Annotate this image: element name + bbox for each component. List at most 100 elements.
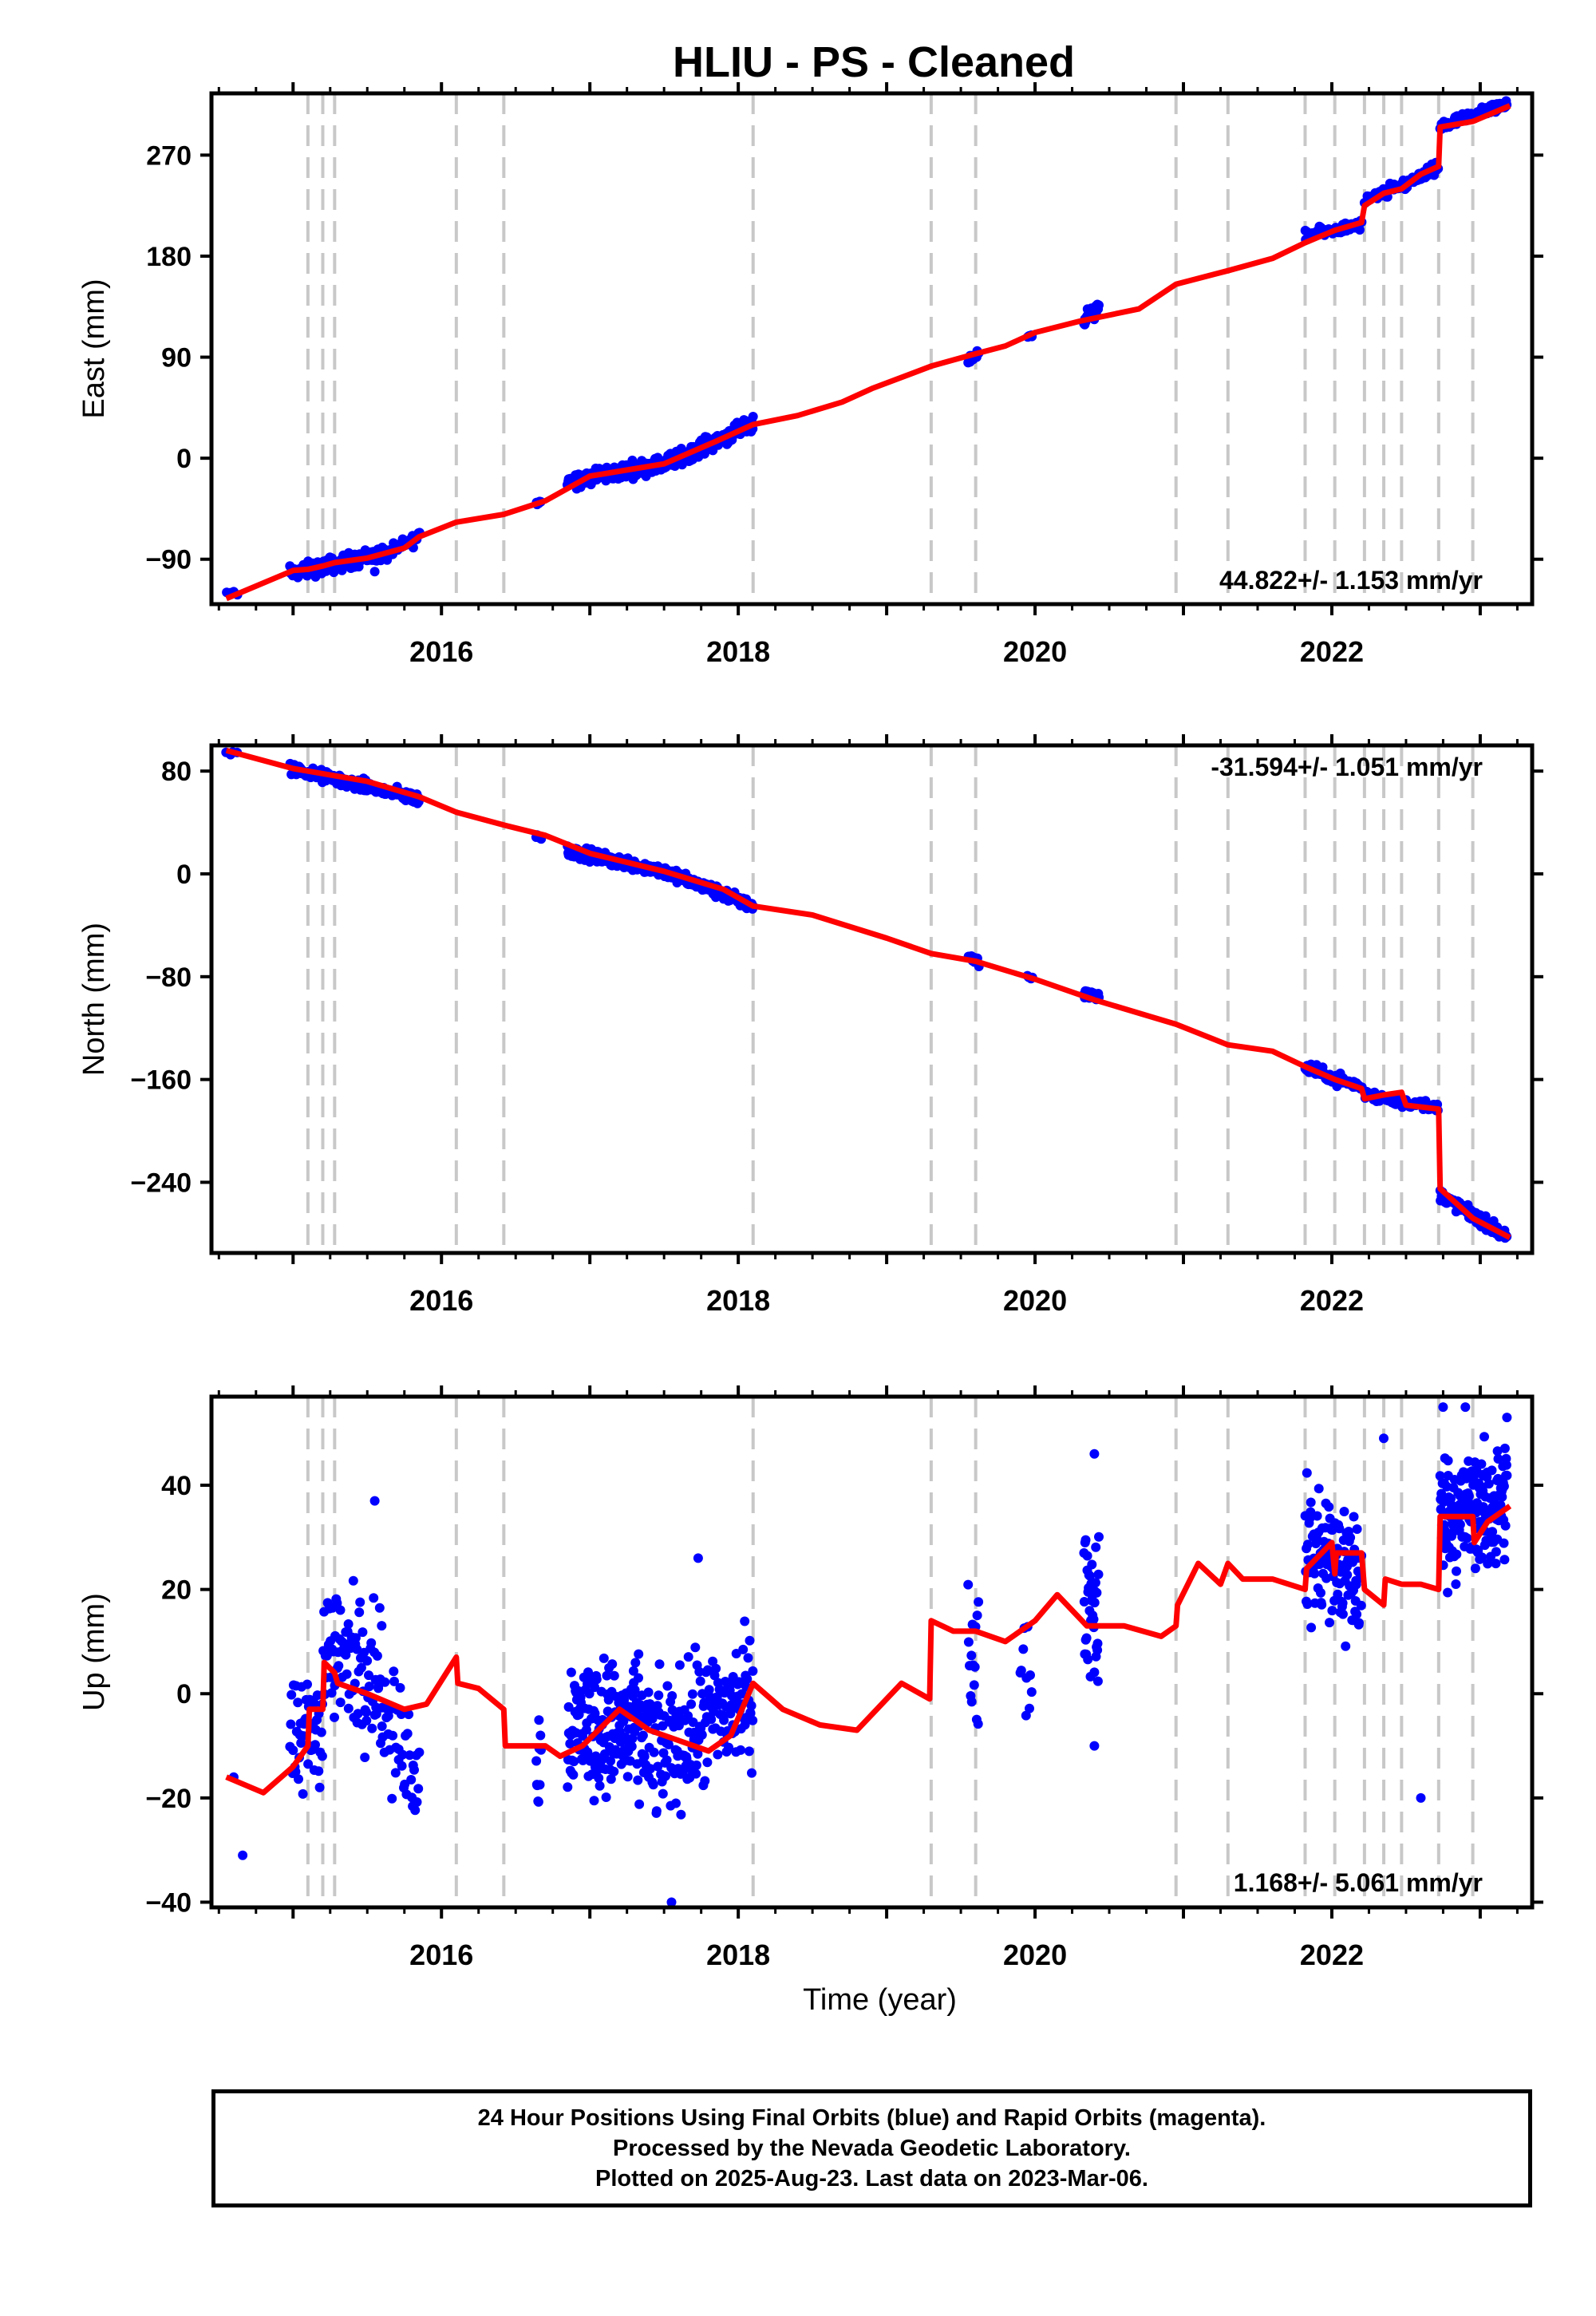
data-point [1090, 1578, 1100, 1588]
data-point [1462, 1533, 1472, 1543]
data-point [1500, 1520, 1511, 1531]
data-point [634, 1673, 643, 1683]
data-point [744, 1746, 754, 1757]
data-point [687, 1689, 697, 1699]
data-point [1352, 1609, 1362, 1619]
data-point [1341, 1641, 1351, 1651]
data-point [343, 1703, 354, 1713]
data-point [966, 1650, 977, 1661]
data-point [1302, 1468, 1312, 1478]
data-point [367, 1723, 377, 1733]
data-point [361, 1707, 371, 1717]
x-tick-label: 2018 [706, 1939, 770, 1971]
data-point [534, 1715, 544, 1725]
data-point [1352, 1524, 1362, 1534]
y-axis-label: East (mm) [77, 279, 111, 418]
data-point [1316, 1587, 1325, 1598]
data-point [1025, 1670, 1035, 1680]
rate-label: 1.168+/- 5.061 mm/yr [1234, 1868, 1483, 1897]
data-point-outlier [1460, 1402, 1471, 1413]
data-point [599, 1749, 610, 1759]
data-point [963, 1637, 974, 1647]
data-point [704, 1685, 714, 1695]
data-point [1477, 1552, 1487, 1563]
panel-up: −40 −20 0 20 40 2016 2018 2020 2022 Up (mm) 1.168+… [77, 1385, 1543, 2017]
data-point [1470, 1563, 1480, 1574]
data-point [1354, 1618, 1364, 1628]
data-point [1306, 1622, 1317, 1633]
data-point [335, 1605, 346, 1615]
data-point [1451, 1579, 1461, 1589]
data-point [583, 1667, 593, 1678]
data-point [706, 1714, 717, 1725]
data-point [1312, 1511, 1322, 1521]
plot-frame [209, 743, 1535, 1255]
data-point [364, 1682, 374, 1692]
data-point [661, 1771, 670, 1781]
data-point [745, 1708, 756, 1718]
data-point [606, 1756, 616, 1766]
data-point [649, 1747, 659, 1757]
data-point [1314, 1484, 1324, 1494]
x-tick-label: 2018 [706, 1284, 770, 1317]
data-point [683, 1711, 693, 1721]
data-point [1337, 1598, 1348, 1608]
data-point [1018, 1644, 1029, 1654]
data-point [966, 1697, 977, 1707]
data-point [1349, 1512, 1359, 1522]
figure-title: HLIU - PS - Cleaned [673, 38, 1075, 86]
data-point [1079, 1597, 1089, 1607]
y-tick-label: 0 [176, 1679, 192, 1709]
data-point [404, 1709, 414, 1720]
data-point [654, 1690, 664, 1701]
data-point [591, 1674, 602, 1685]
data-point [654, 1659, 665, 1670]
data-point [1487, 1527, 1498, 1537]
data-point [1334, 1524, 1345, 1534]
plot-frame [209, 91, 1535, 607]
data-point [326, 1688, 337, 1698]
data-point [1092, 1587, 1102, 1598]
data-point [1356, 1600, 1366, 1611]
data-point [662, 1681, 673, 1691]
caption-line-3: Plotted on 2025-Aug-23. Last data on 202… [595, 2166, 1148, 2192]
data-point [747, 1768, 757, 1778]
data-point [1327, 1606, 1337, 1616]
data-point [369, 1593, 379, 1603]
data-point [748, 1715, 758, 1725]
data-point [1436, 1488, 1447, 1499]
panel-east: −90 0 90 180 270 2016 2018 2020 2022 East (mm) 44.… [77, 82, 1543, 668]
data-point [748, 1666, 758, 1676]
data-point [397, 1749, 408, 1760]
data-point [342, 1669, 352, 1679]
data-point [595, 1780, 605, 1791]
data-point [402, 1729, 413, 1739]
data-point [1081, 1633, 1092, 1643]
data-point [409, 1765, 419, 1775]
data-point [356, 1662, 366, 1673]
data-point [634, 1799, 645, 1809]
data-point [1491, 1547, 1501, 1557]
data-point [1317, 1599, 1327, 1610]
data-point [335, 1697, 346, 1708]
data-point [628, 1666, 638, 1676]
data-point [389, 1676, 399, 1686]
y-tick-label: 40 [161, 1471, 192, 1501]
data-point [390, 1768, 401, 1778]
data-point-outlier [1379, 1433, 1389, 1444]
data-point [609, 1670, 619, 1681]
data-point-outlier [1089, 1448, 1100, 1459]
data-point [598, 1653, 609, 1663]
data-point [1443, 1456, 1453, 1466]
data-point [607, 1659, 618, 1670]
data-point [634, 1649, 644, 1659]
data-points [221, 747, 1512, 1243]
data-point [1025, 1703, 1034, 1713]
data-point [651, 1806, 662, 1816]
y-tick-label: −80 [145, 962, 192, 993]
data-point [648, 1780, 658, 1790]
data-point [314, 1766, 324, 1777]
data-point [565, 1738, 575, 1749]
data-point [310, 1740, 320, 1750]
data-point [1089, 1667, 1100, 1678]
